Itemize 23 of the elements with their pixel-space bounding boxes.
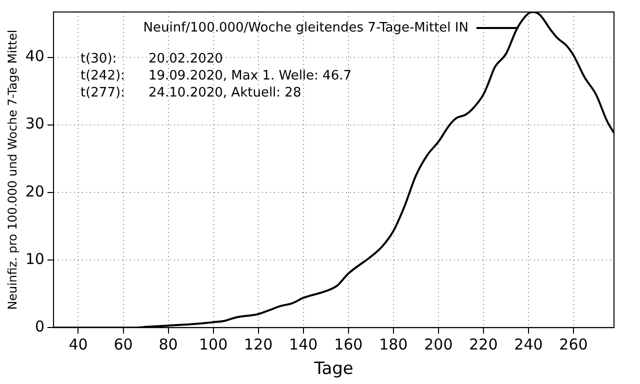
x-tick-label: 200 bbox=[424, 335, 453, 354]
y-tick-label: 20 bbox=[25, 182, 44, 200]
text: t(30): 20.02.2020 bbox=[80, 51, 223, 66]
x-tick-label: 100 bbox=[198, 335, 228, 354]
y-tick-label: 0 bbox=[34, 317, 44, 336]
x-tick-label: 220 bbox=[469, 335, 498, 354]
x-tick-label: 160 bbox=[334, 335, 363, 354]
y-axis-title: Neuinfiz. pro 100.000 und Woche 7-Tage Mittel bbox=[5, 30, 20, 310]
x-tick-label: 260 bbox=[559, 335, 588, 354]
x-tick-label: 80 bbox=[158, 335, 178, 354]
x-tick-label: 180 bbox=[379, 335, 408, 354]
x-tick-label: 40 bbox=[68, 335, 88, 354]
text: t(242): 19.09.2020, Max 1. Welle: 46.7 bbox=[80, 68, 352, 84]
y-tick-label: 10 bbox=[25, 250, 44, 268]
text: t(277): 24.10.2020, Aktuell: 28 bbox=[80, 85, 302, 100]
x-tick-label: 60 bbox=[114, 335, 133, 354]
x-tick-label: 140 bbox=[289, 335, 318, 354]
y-tick-label: 40 bbox=[25, 47, 44, 66]
x-axis-title: Tage bbox=[313, 359, 354, 380]
x-tick-label: 120 bbox=[244, 335, 273, 354]
y-tick-label: 30 bbox=[25, 114, 44, 133]
legend-label: Neuinf/100.000/Woche gleitendes 7-Tage-Mittel IN bbox=[143, 20, 468, 36]
x-tick-label: 240 bbox=[514, 335, 543, 354]
